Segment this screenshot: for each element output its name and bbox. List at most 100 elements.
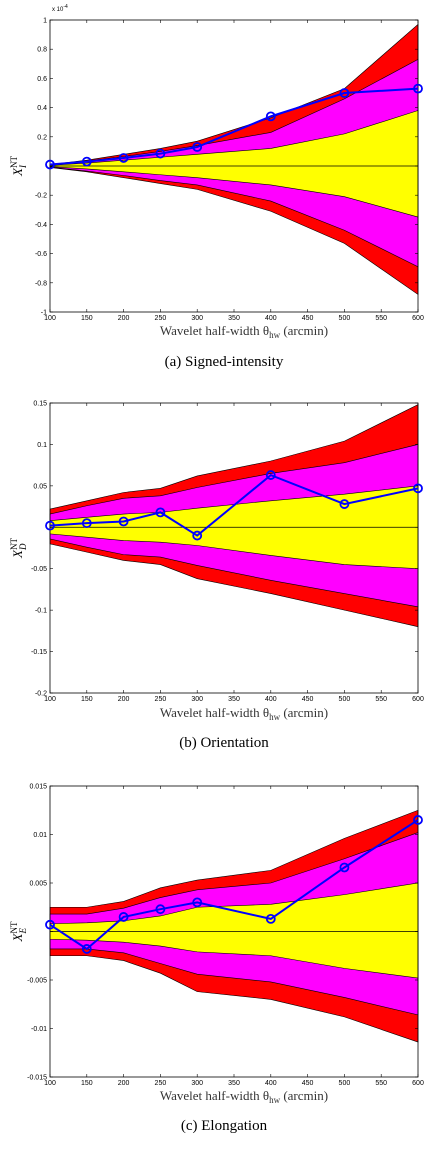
y-axis-label: XNTE: [9, 921, 28, 942]
y-axis-label: XNTD: [9, 538, 28, 559]
xlabel-main: Wavelet half-width θ: [160, 705, 269, 720]
y-tick-label: 0.015: [29, 784, 47, 791]
x-tick-label: 200: [118, 315, 130, 322]
series-point: [81, 518, 92, 529]
series-point: [118, 516, 129, 527]
ylabel-main: X: [10, 167, 25, 177]
x-tick-label: 100: [44, 1080, 56, 1087]
series-point: [118, 912, 129, 922]
y-tick-label: -1: [41, 310, 47, 317]
x-tick-label: 250: [155, 315, 167, 322]
ylabel-sup: NT: [9, 921, 19, 933]
series-point: [192, 897, 203, 908]
x-tick-label: 200: [118, 696, 130, 703]
x-tick-label: 600: [412, 696, 424, 703]
xlabel-sub: hw: [269, 712, 281, 722]
y-tick-label: 0.8: [37, 47, 47, 54]
y-tick-label: -0.2: [35, 193, 47, 200]
x-tick-label: 500: [339, 696, 351, 703]
y-tick-label: -0.015: [27, 1075, 47, 1082]
x-tick-label: 200: [118, 1080, 130, 1087]
xlabel-sub: hw: [269, 1095, 281, 1105]
x-axis-label: Wavelet half-width θhw (arcmin): [160, 1088, 328, 1105]
y-tick-label: -0.005: [27, 978, 47, 985]
x-tick-label: 400: [265, 315, 277, 322]
x-tick-label: 150: [81, 696, 93, 703]
x-tick-label: 600: [412, 315, 424, 322]
chart-panel-elongation: 100 150 200 250 300 350 400 450 500 550 600 -0.015 -…: [0, 766, 425, 1149]
xlabel-main: Wavelet half-width θ: [160, 323, 269, 338]
y-tick-label: 0.1: [37, 442, 47, 449]
x-tick-label: 350: [228, 1080, 240, 1087]
x-tick-label: 300: [191, 315, 203, 322]
series-line: [49, 87, 419, 166]
series-point: [45, 159, 55, 170]
x-tick-label: 450: [302, 1080, 314, 1087]
series-point: [118, 153, 129, 163]
x-tick-label: 300: [191, 1080, 203, 1087]
chart-svg: 100 150 200 250 300 350 400 450 500 550 600 -0.015 -…: [9, 784, 424, 1135]
chart-panel-orientation: 100 150 200 250 300 350 400 450 500 550 600 -0.2 -0.…: [0, 383, 425, 766]
y-tick-label: -0.8: [35, 280, 47, 287]
ylabel-sup: NT: [9, 538, 19, 550]
y-tick-label: -0.1: [35, 608, 47, 615]
y-axis-label: XNTI: [9, 156, 28, 177]
series-point: [265, 111, 276, 122]
series-point: [155, 904, 166, 915]
y-tick-label: -0.6: [35, 251, 47, 258]
x-tick-label: 550: [375, 696, 387, 703]
y-tick-label: -0.2: [35, 691, 47, 698]
series-point: [45, 919, 55, 930]
y-tick-label: 0.6: [37, 76, 47, 83]
x-tick-label: 500: [339, 1080, 351, 1087]
chart-caption: (c) Elongation: [181, 1118, 268, 1134]
chart-caption: (a) Signed-intensity: [165, 354, 284, 370]
chart-panel-signed-intensity: 100 150 200 250 300 350 400 450 500 550 600 -1 -0.8 -…: [0, 0, 425, 383]
x-axis-label: Wavelet half-width θhw (arcmin): [160, 705, 328, 722]
x-axis-label: Wavelet half-width θhw (arcmin): [160, 323, 328, 340]
series-point: [339, 862, 350, 873]
series-point: [155, 148, 166, 159]
y-tick-label: 1: [43, 18, 47, 25]
x-tick-label: 500: [339, 315, 351, 322]
ylabel-sub: E: [18, 928, 28, 935]
series-point: [265, 913, 276, 924]
x-tick-label: 100: [44, 315, 56, 322]
x-tick-label: 550: [375, 315, 387, 322]
scale-label: x 10-4: [52, 4, 68, 13]
series-line: [49, 473, 419, 537]
series-point: [192, 530, 203, 541]
series-point: [81, 944, 92, 954]
x-tick-label: 250: [155, 1080, 167, 1087]
y-tick-label: 0.4: [37, 105, 47, 112]
chart-svg: 100 150 200 250 300 350 400 450 500 550 600 -1 -0.8 -…: [9, 4, 424, 370]
xlabel-unit: (arcmin): [280, 1088, 328, 1103]
x-tick-label: 150: [81, 1080, 93, 1087]
chart-svg: 100 150 200 250 300 350 400 450 500 550 600 -0.2 -0.…: [9, 401, 424, 752]
y-tick-label: 0.2: [37, 134, 47, 141]
series-point: [155, 507, 166, 518]
ylabel-main: X: [10, 549, 25, 559]
series-point: [413, 83, 423, 94]
xlabel-unit: (arcmin): [280, 323, 328, 338]
scale-exponent: -4: [63, 4, 68, 10]
x-tick-label: 100: [44, 696, 56, 703]
series-point: [81, 156, 92, 167]
xlabel-unit: (arcmin): [280, 705, 328, 720]
xlabel-sub: hw: [269, 330, 281, 340]
ylabel-main: X: [10, 932, 25, 942]
ylabel-sup: NT: [9, 156, 19, 168]
y-tick-label: 0.05: [33, 483, 47, 490]
x-tick-label: 400: [265, 1080, 277, 1087]
series-point: [265, 470, 276, 480]
x-tick-label: 550: [375, 1080, 387, 1087]
series-point: [45, 520, 55, 531]
ylabel-sub: I: [18, 164, 28, 169]
y-tick-label: 0.15: [33, 401, 47, 408]
series-point: [339, 499, 350, 509]
x-tick-label: 250: [155, 696, 167, 703]
xlabel-main: Wavelet half-width θ: [160, 1088, 269, 1103]
series-point: [413, 483, 423, 494]
x-tick-label: 300: [191, 696, 203, 703]
y-tick-label: -0.4: [35, 222, 47, 229]
